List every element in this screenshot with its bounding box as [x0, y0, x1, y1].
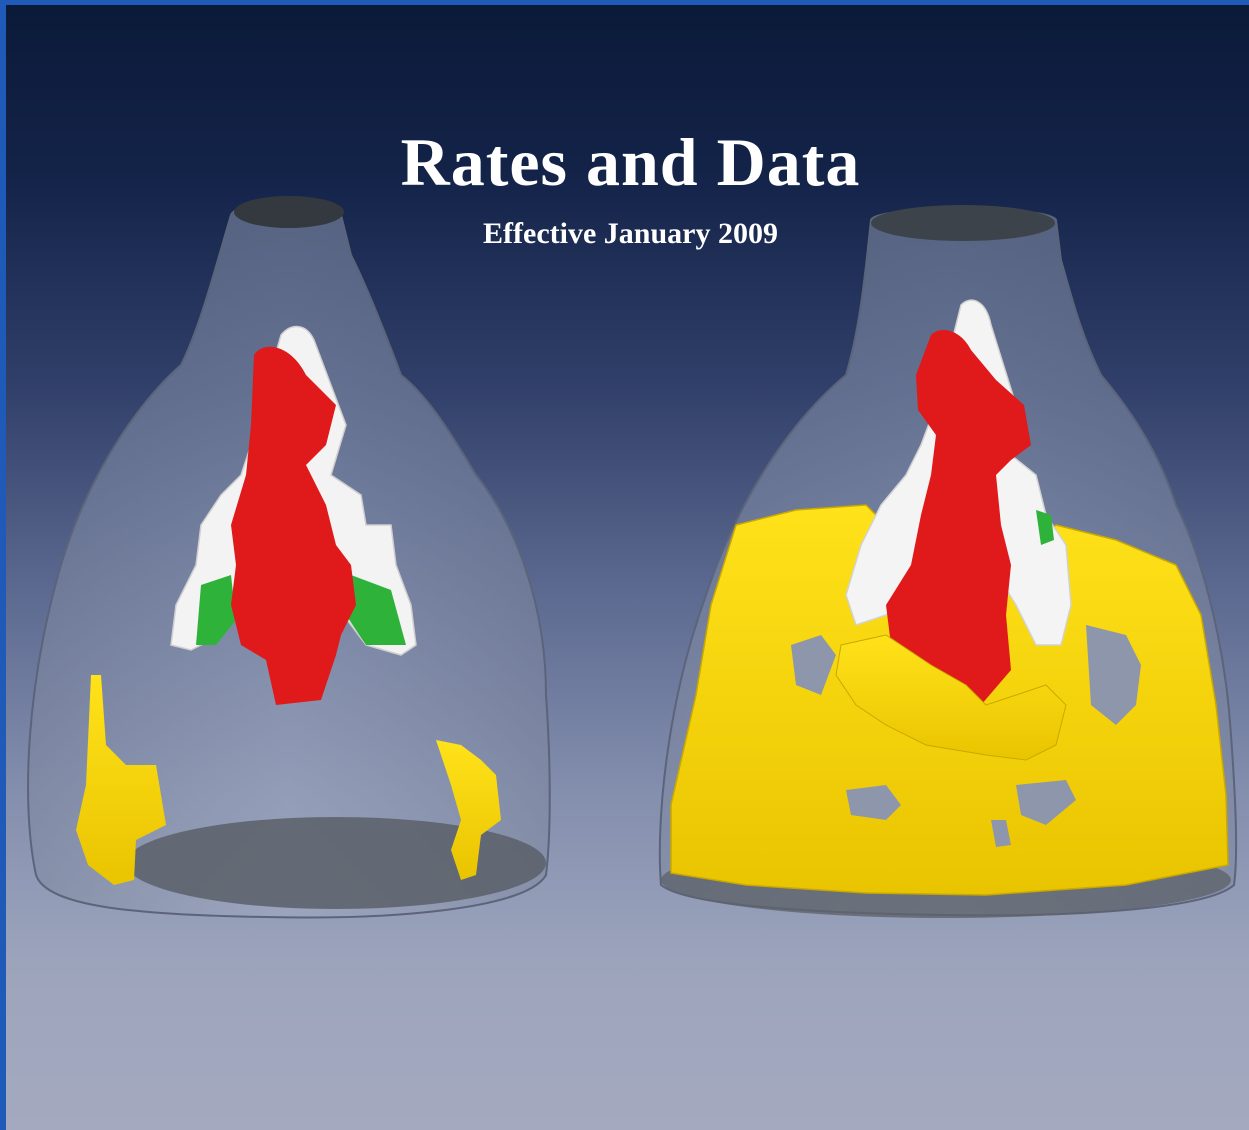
right-model: [658, 205, 1238, 918]
cover-illustration: [27, 196, 1238, 919]
left-yellow-part-b: [436, 740, 501, 880]
cover-title: Rates and Data: [400, 124, 861, 200]
right-red-part: [886, 330, 1031, 705]
right-yellow-hole-a: [1086, 625, 1141, 725]
left-top-opening: [234, 196, 344, 228]
right-yellow-hole-b: [791, 635, 836, 695]
left-red-part: [231, 346, 356, 705]
right-top-opening: [871, 205, 1055, 241]
left-yellow-part-a: [76, 675, 166, 885]
left-green-part-a: [196, 575, 236, 645]
right-yellow-lump-center: [835, 634, 1067, 761]
cover-subtitle: Effective January 2009: [483, 217, 778, 250]
right-green-part: [1036, 510, 1054, 545]
left-bottom-opening: [126, 817, 546, 909]
right-yellow-hole-e: [991, 820, 1011, 847]
right-yellow-hole-d: [1016, 780, 1076, 825]
left-green-part-b: [346, 575, 406, 645]
left-model: [27, 196, 551, 919]
right-yellow-hole-c: [846, 785, 901, 820]
